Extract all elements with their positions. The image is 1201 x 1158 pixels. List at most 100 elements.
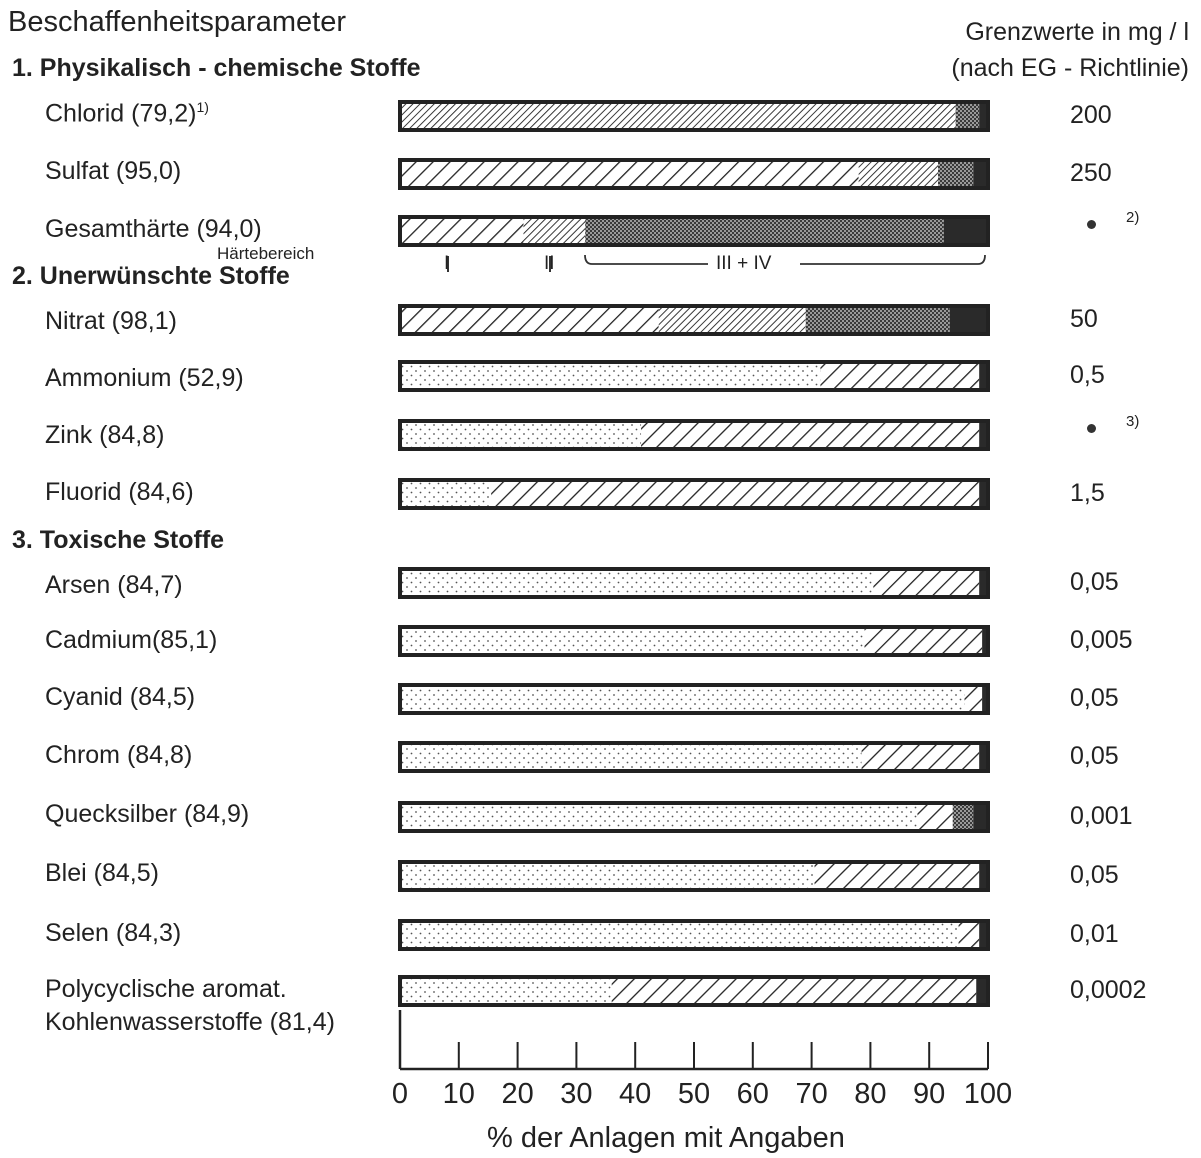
bar-row: [398, 478, 990, 510]
row-limit-value: 250: [1070, 159, 1112, 187]
bar-segment-hatch-wide: [641, 421, 980, 449]
bar-segment-hatch-wide: [611, 977, 977, 1005]
row-limit-value: 0,5: [1070, 361, 1105, 389]
haerte-label-I: I: [444, 253, 450, 274]
section-heading-1: 1. Physikalisch - chemische Stoffe: [12, 54, 421, 82]
bar-row: [398, 158, 990, 190]
bar-segment-dots: [400, 921, 959, 949]
bar-segment-hatch-wide: [873, 569, 980, 597]
bar-segment-hatch-wide: [864, 627, 983, 655]
x-tick-label: 90: [913, 1078, 946, 1110]
row-label: Fluorid (84,6): [45, 478, 194, 506]
bar-segment-solid: [979, 862, 988, 890]
bar-segment-solid: [976, 977, 988, 1005]
bar-outline: [398, 741, 990, 773]
bar-outline: [398, 158, 990, 190]
bars-layer: [398, 100, 990, 1007]
bar-outline: [398, 801, 990, 833]
bar-segment-dots: [400, 480, 492, 508]
x-tick-label: 10: [442, 1078, 475, 1110]
limits-header-line2: (nach EG - Richtlinie): [951, 54, 1189, 82]
bar-segment-hatch-dense: [858, 160, 939, 188]
bar-outline: [398, 625, 990, 657]
bar-outline: [398, 215, 990, 247]
bar-segment-solid: [979, 102, 988, 130]
x-axis-label: % der Anlagen mit Angaben: [487, 1122, 845, 1154]
bar-segment-dots: [400, 362, 821, 390]
row-label: Gesamthärte (94,0): [45, 215, 262, 243]
row-label: Chrom (84,8): [45, 741, 193, 769]
bar-segment-hatch-dense: [658, 306, 806, 334]
row-label-line: Polycyclische aromat.: [45, 975, 287, 1003]
chart-title: Beschaffenheitsparameter: [8, 6, 347, 38]
bar-row: [398, 625, 990, 657]
haerte-bracket-III-IV: [584, 254, 986, 265]
bar-segment-hatch-wide: [964, 685, 983, 713]
x-tick-label: 100: [963, 1078, 1013, 1110]
bar-segment-solid: [943, 217, 988, 245]
bar-row: [398, 741, 990, 773]
bar-row: [398, 215, 990, 247]
bar-segment-dots: [400, 743, 862, 771]
bar-segment-hatch-wide: [917, 803, 953, 831]
row-label: Selen (84,3): [45, 919, 182, 947]
x-tick-label: 20: [501, 1078, 534, 1110]
limits-header-line1: Grenzwerte in mg / l: [965, 18, 1189, 46]
x-tick-label: 80: [854, 1078, 887, 1110]
row-label: Chlorid (79,2)1): [45, 99, 209, 128]
row-label: Ammonium (52,9): [45, 364, 244, 392]
x-tick-label: 70: [795, 1078, 828, 1110]
row-limit-value: 2): [1087, 209, 1139, 238]
bar-segment-dots: [400, 569, 874, 597]
bar-outline: [398, 100, 990, 132]
bar-row: [398, 100, 990, 132]
bar-segment-dots: [400, 421, 642, 449]
haerte-label-II: II: [544, 253, 555, 274]
bar-outline: [398, 919, 990, 951]
bar-outline: [398, 683, 990, 715]
row-label: Zink (84,8): [45, 421, 165, 449]
x-axis: [398, 1010, 989, 1071]
limit-footnote-marker: 2): [1126, 209, 1140, 226]
bar-segment-hatch-dense: [523, 217, 586, 245]
haerte-range-title: Härtebereich: [217, 244, 315, 263]
row-label-line: Kohlenwasserstoffe (81,4): [45, 1008, 335, 1036]
bar-outline: [398, 567, 990, 599]
row-label: Blei (84,5): [45, 859, 159, 887]
row-limit-value: 0,0002: [1070, 976, 1147, 1004]
bar-segment-hatch-wide: [958, 921, 980, 949]
bar-segment-hatch-dense: [400, 102, 956, 130]
row-label: Arsen (84,7): [45, 571, 183, 599]
bar-row: [398, 683, 990, 715]
x-tick-label: 60: [736, 1078, 769, 1110]
bar-segment-crosshatch: [585, 217, 944, 245]
bar-segment-solid: [979, 362, 988, 390]
bar-segment-hatch-wide: [400, 306, 659, 334]
bar-row: [398, 360, 990, 392]
row-label: Nitrat (98,1): [45, 307, 177, 335]
row-limit-value: 1,5: [1070, 479, 1105, 507]
bar-row: [398, 919, 990, 951]
row-label: Cyanid (84,5): [45, 683, 196, 711]
section-heading-2: 2. Unerwünschte Stoffe: [12, 262, 290, 290]
row-limit-value: 0,05: [1070, 568, 1119, 596]
bar-outline: [398, 478, 990, 510]
row-label: Polycyclische aromat. Kohlenwasserstoffe …: [45, 973, 335, 1039]
x-tick-label: 50: [677, 1078, 711, 1110]
bar-segment-solid: [949, 306, 988, 334]
bar-row: [398, 304, 990, 336]
bar-segment-solid: [979, 421, 988, 449]
limit-bullet-icon: [1087, 423, 1096, 433]
bar-segment-crosshatch: [955, 102, 980, 130]
row-limit-value: 3): [1087, 413, 1139, 442]
bar-segment-dots: [400, 685, 965, 713]
row-limit-value: 0,001: [1070, 802, 1133, 830]
footnote-marker: 1): [196, 99, 209, 115]
row-limit-value: 0,01: [1070, 920, 1119, 948]
bar-segment-dots: [400, 977, 612, 1005]
bar-outline: [398, 860, 990, 892]
bar-segment-crosshatch: [938, 160, 974, 188]
haerte-range-bracket: [447, 254, 986, 272]
bar-segment-solid: [982, 685, 988, 713]
